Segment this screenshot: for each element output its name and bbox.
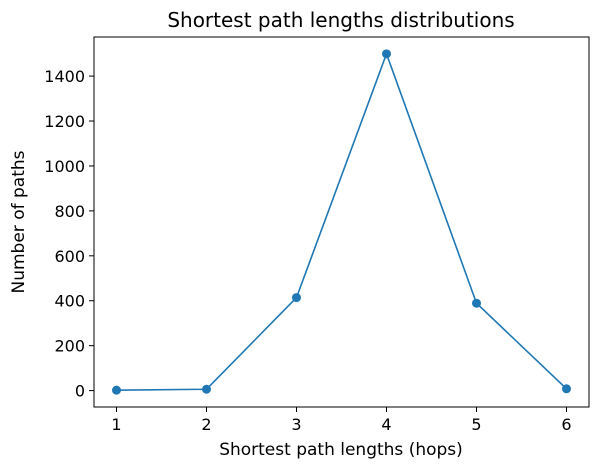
y-tick-label: 1400 bbox=[44, 67, 85, 86]
x-tick-label: 6 bbox=[561, 415, 571, 434]
data-point bbox=[472, 298, 481, 308]
series-line bbox=[116, 51, 568, 391]
x-tick-label: 3 bbox=[291, 415, 301, 434]
y-tick-label: 200 bbox=[54, 337, 85, 356]
x-tick-label: 2 bbox=[201, 415, 211, 434]
data-point bbox=[382, 49, 391, 59]
y-tick-label: 600 bbox=[54, 247, 85, 266]
data-point bbox=[112, 385, 121, 395]
x-axis-title: Shortest path lengths (hops) bbox=[219, 440, 463, 460]
chart-title: Shortest path lengths distributions bbox=[167, 8, 514, 32]
y-axis-title: Number of paths bbox=[9, 150, 29, 293]
x-tick-label: 1 bbox=[111, 415, 121, 434]
data-point bbox=[562, 384, 571, 394]
plot-area: 1 2 3 4 5 6 0 200 400 600 800 1000 1200 1400 bbox=[44, 49, 572, 434]
y-tick-label: 800 bbox=[54, 202, 85, 221]
y-tick-label: 400 bbox=[54, 292, 85, 311]
y-tick-label: 0 bbox=[75, 382, 85, 401]
x-tick-label: 4 bbox=[381, 415, 391, 434]
x-tick-label: 5 bbox=[471, 415, 481, 434]
plot-frame bbox=[93, 36, 590, 408]
data-point bbox=[292, 293, 301, 303]
y-tick-label: 1000 bbox=[44, 157, 85, 176]
y-tick-label: 1200 bbox=[44, 112, 85, 131]
data-point bbox=[202, 384, 211, 394]
